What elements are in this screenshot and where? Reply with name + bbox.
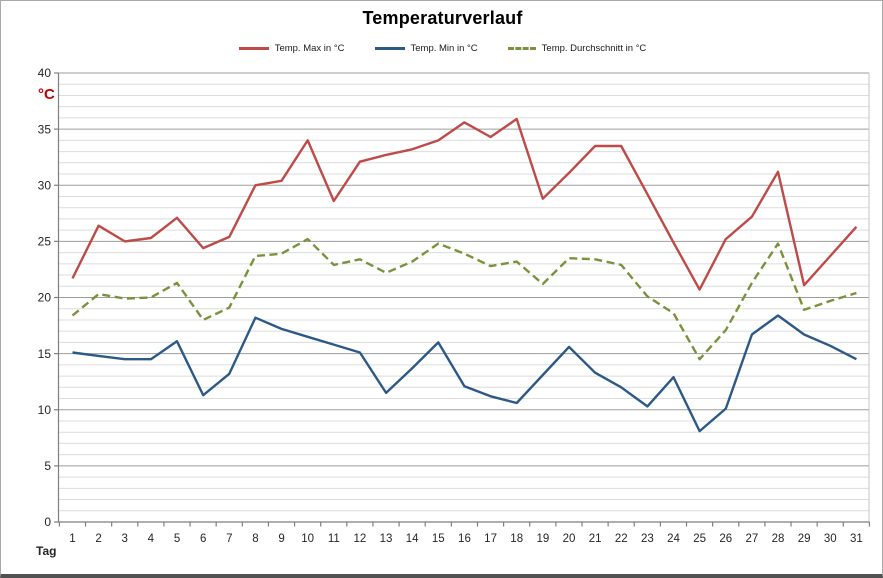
legend-line-avg-icon <box>507 46 536 50</box>
svg-text:5: 5 <box>44 459 51 473</box>
svg-text:16: 16 <box>458 533 471 545</box>
svg-text:17: 17 <box>484 533 497 545</box>
svg-text:30: 30 <box>38 178 52 192</box>
legend-item-temp-max[interactable]: Temp. Max in °C <box>238 42 345 54</box>
svg-text:5: 5 <box>174 533 180 545</box>
svg-text:3: 3 <box>122 533 128 545</box>
svg-text:13: 13 <box>380 533 393 545</box>
svg-text:27: 27 <box>745 533 758 545</box>
svg-text:30: 30 <box>824 533 837 545</box>
series-line-2[interactable] <box>71 237 857 361</box>
legend-item-temp-avg[interactable]: Temp. Durchschnitt in °C <box>507 42 647 54</box>
svg-text:18: 18 <box>510 533 523 545</box>
svg-text:12: 12 <box>354 533 367 545</box>
svg-text:31: 31 <box>850 533 863 545</box>
legend-line-max-icon <box>238 46 269 50</box>
svg-text:23: 23 <box>641 533 654 545</box>
svg-text:40: 40 <box>38 66 52 80</box>
svg-text:0: 0 <box>44 515 51 529</box>
grid-minor-lines <box>58 83 869 512</box>
svg-text:25: 25 <box>38 235 52 249</box>
svg-text:8: 8 <box>252 533 258 545</box>
chart-legend: Temp. Max in °C Temp. Min in °C Temp. Du… <box>1 40 882 56</box>
svg-text:1: 1 <box>69 533 75 545</box>
svg-text:15: 15 <box>432 533 445 545</box>
svg-text:6: 6 <box>200 533 206 545</box>
axes <box>54 72 871 527</box>
series-line-1[interactable] <box>72 314 857 433</box>
svg-text:7: 7 <box>226 533 232 545</box>
svg-text:15: 15 <box>38 347 52 361</box>
y-axis-tick-labels: 0 5 10 15 20 25 30 35 40 <box>38 66 52 529</box>
series-line-0[interactable] <box>71 117 858 291</box>
svg-text:21: 21 <box>589 533 602 545</box>
legend-label-temp-max: Temp. Max in °C <box>274 42 345 54</box>
svg-text:20: 20 <box>38 291 52 305</box>
svg-text:14: 14 <box>406 533 419 545</box>
legend-label-temp-min: Temp. Min in °C <box>410 42 478 54</box>
svg-text:10: 10 <box>301 533 314 545</box>
grid-major-lines <box>58 72 869 467</box>
chart-title[interactable]: Temperaturverlauf <box>362 8 523 28</box>
svg-text:4: 4 <box>148 533 155 545</box>
svg-text:11: 11 <box>328 533 340 545</box>
legend-item-temp-min[interactable]: Temp. Min in °C <box>374 42 478 54</box>
svg-text:25: 25 <box>693 533 706 545</box>
svg-text:26: 26 <box>719 533 732 545</box>
svg-text:28: 28 <box>772 533 785 545</box>
legend-line-min-icon <box>374 46 405 50</box>
svg-text:20: 20 <box>563 533 576 545</box>
legend-label-temp-avg: Temp. Durchschnitt in °C <box>541 42 647 54</box>
svg-text:22: 22 <box>615 533 628 545</box>
svg-text:35: 35 <box>38 122 52 136</box>
x-axis-tick-labels: 1 2 3 4 5 6 7 8 9 10 11 12 13 14 15 16 17 18 19 20 21 22 23 24 2… <box>69 533 863 545</box>
svg-text:10: 10 <box>38 403 52 417</box>
svg-text:19: 19 <box>536 533 549 545</box>
svg-text:29: 29 <box>798 533 811 545</box>
svg-text:2: 2 <box>95 533 101 545</box>
svg-text:9: 9 <box>278 533 284 545</box>
y-axis-unit-label: °C <box>38 86 55 103</box>
svg-text:24: 24 <box>667 533 680 545</box>
x-axis-title: Tag <box>36 544 57 558</box>
